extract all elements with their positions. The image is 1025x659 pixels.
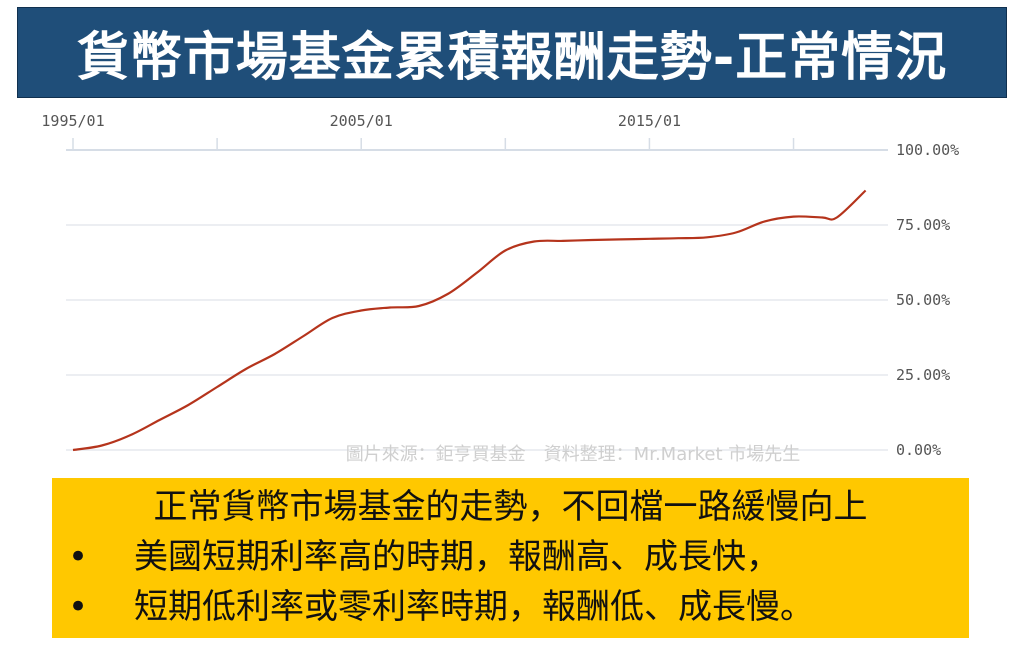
bullet-symbol: • <box>68 587 89 627</box>
note-bullet-text: 短期低利率或零利率時期，報酬低、成長慢。 <box>134 587 814 627</box>
title-banner: 貨幣市場基金累積報酬走勢-正常情況 <box>17 7 1007 98</box>
y-tick-label: 50.00% <box>896 291 950 309</box>
note-bullet-text: 美國短期利率高的時期，報酬高、成長快， <box>134 537 780 577</box>
y-tick-label: 75.00% <box>896 216 950 234</box>
cumulative-return-line-chart: 1995/01 2005/01 2015/01 100.00% 75.00% 50.00… <box>41 112 959 465</box>
x-tick-label: 2005/01 <box>330 112 393 130</box>
chart-grid <box>66 149 888 451</box>
summary-note-box: 正常貨幣市場基金的走勢，不回檔一路緩慢向上 • 美國短期利率高的時期，報酬高、成… <box>52 478 969 638</box>
note-bullet-1: • 美國短期利率高的時期，報酬高、成長快， <box>64 532 957 582</box>
note-headline: 正常貨幣市場基金的走勢，不回檔一路緩慢向上 <box>153 487 868 527</box>
x-axis: 1995/01 2005/01 2015/01 <box>41 112 795 150</box>
chart-series <box>72 189 867 452</box>
page-title: 貨幣市場基金累積報酬走勢-正常情況 <box>76 28 948 88</box>
x-tick-label: 2015/01 <box>618 112 681 130</box>
image-source-note: 圖片來源：鉅亨買基金 資料整理：Mr.Market 市場先生 <box>346 444 801 465</box>
y-axis: 100.00% 75.00% 50.00% 25.00% 0.00% <box>896 141 959 459</box>
x-tick-label: 1995/01 <box>41 112 104 130</box>
note-bullet-2: • 短期低利率或零利率時期，報酬低、成長慢。 <box>64 582 957 632</box>
cumulative-return-line <box>72 189 867 452</box>
bullet-symbol: • <box>68 537 89 577</box>
y-tick-label: 0.00% <box>896 441 941 459</box>
y-tick-label: 25.00% <box>896 366 950 384</box>
y-tick-label: 100.00% <box>896 141 959 159</box>
